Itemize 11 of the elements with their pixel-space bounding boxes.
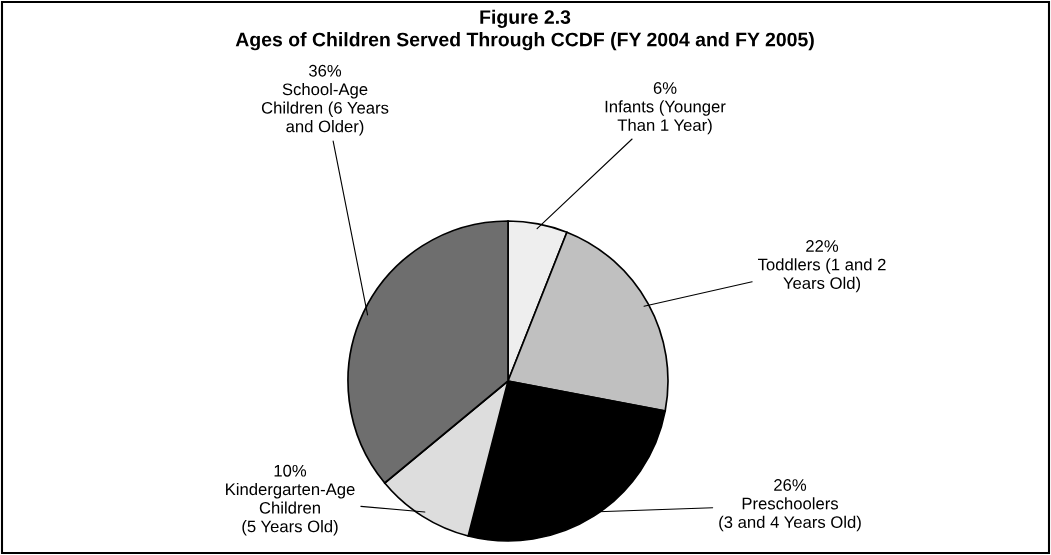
slice-label: Preschoolers (3 and 4 Years Old) (719, 497, 861, 532)
slice-label: Kindergarten-Age Children (5 Years Old) (226, 482, 355, 536)
data-label: 6% (653, 82, 677, 94)
data-label: 10% (274, 464, 307, 477)
chart-title: Figure 2.3 Ages of Children Served Through CCDF (FY 2004 and FY 2005) (235, 9, 814, 51)
data-label: 36% (308, 64, 342, 77)
data-label: 26% (774, 479, 807, 491)
slice-label: School-Age Children (6 Years and Older) (261, 82, 389, 136)
data-label: 22% (806, 240, 839, 252)
slice-label: Toddlers (1 and 2 Years Old) (757, 258, 886, 293)
slice-label: Infants (Younger Than 1 Year) (605, 100, 726, 135)
